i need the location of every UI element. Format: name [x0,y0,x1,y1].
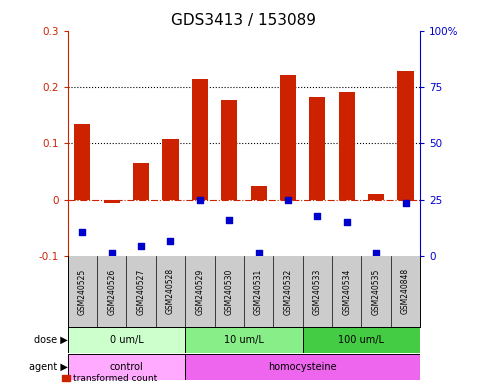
Text: GSM240527: GSM240527 [137,268,145,314]
Bar [309,97,326,200]
Point [226,217,233,223]
Bar [68,354,185,380]
Text: GSM240526: GSM240526 [107,268,116,314]
Text: 0 um/L: 0 um/L [110,335,143,345]
Bar [251,186,267,200]
Text: GSM240529: GSM240529 [195,268,204,314]
Point [137,243,145,249]
Bar [368,194,384,200]
Legend: transformed count, percentile rank within the sample: transformed count, percentile rank withi… [62,374,227,384]
Point [167,238,174,244]
Text: 100 um/L: 100 um/L [339,335,384,345]
Text: dose ▶: dose ▶ [34,335,68,345]
Text: homocysteine: homocysteine [269,362,337,372]
Title: GDS3413 / 153089: GDS3413 / 153089 [171,13,316,28]
Bar [339,92,355,200]
Bar [398,71,413,200]
Text: GSM240528: GSM240528 [166,268,175,314]
Bar [303,327,420,353]
Point [402,200,410,206]
Bar [104,200,120,203]
Point [284,197,292,203]
Text: GSM240534: GSM240534 [342,268,351,314]
Text: control: control [110,362,143,372]
Point [78,229,86,235]
Bar [162,139,179,200]
Point [108,250,115,257]
Bar [280,74,296,200]
Text: GSM240530: GSM240530 [225,268,234,314]
Bar [185,327,303,353]
Point [255,250,262,257]
Text: GSM240531: GSM240531 [254,268,263,314]
Bar [192,79,208,200]
Text: GSM240535: GSM240535 [371,268,381,314]
Bar [74,124,90,200]
Text: GSM240532: GSM240532 [284,268,293,314]
Point [372,250,380,257]
Point [343,219,351,225]
Bar [133,163,149,200]
Point [313,212,321,218]
Text: GSM240533: GSM240533 [313,268,322,314]
Point [196,197,204,203]
Text: agent ▶: agent ▶ [29,362,68,372]
Text: 10 um/L: 10 um/L [224,335,264,345]
Bar [68,327,185,353]
Bar [185,354,420,380]
Bar [221,100,237,200]
Text: GSM240525: GSM240525 [78,268,87,314]
Text: GSM240848: GSM240848 [401,268,410,314]
